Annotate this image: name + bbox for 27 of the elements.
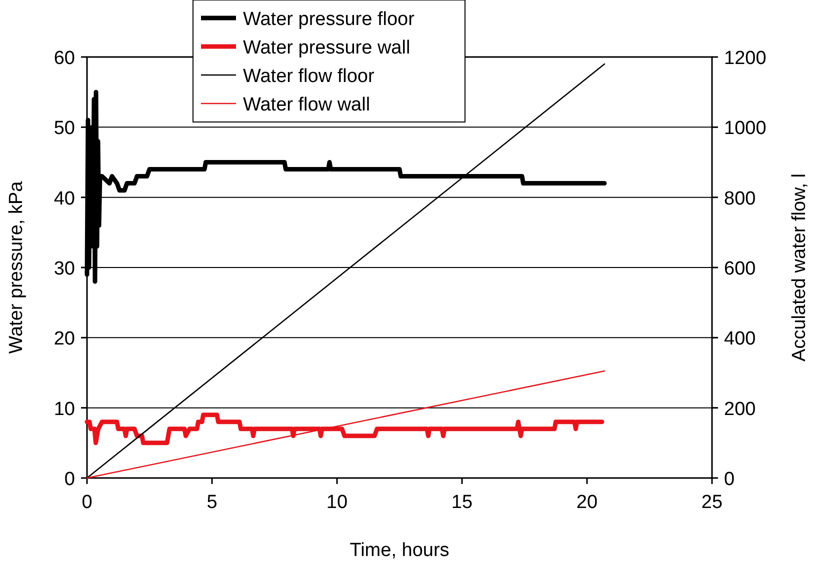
y-tick-label: 40 — [54, 188, 75, 210]
y-axis-title: Water pressure, kPa — [6, 180, 27, 354]
y2-tick-label: 600 — [724, 258, 756, 280]
x-axis-title: Time, hours — [350, 540, 450, 561]
y-tick-label: 0 — [64, 469, 75, 490]
y2-tick-label: 800 — [724, 188, 756, 210]
y-tick-label: 30 — [54, 258, 75, 280]
x-tick-label: 25 — [701, 492, 723, 513]
legend-label: Water pressure floor — [243, 9, 416, 30]
legend-label: Water pressure wall — [243, 38, 410, 58]
y-tick-label: 50 — [54, 118, 75, 140]
y2-tick-label: 1200 — [724, 48, 766, 69]
legend-label: Water flow floor — [243, 66, 375, 87]
x-tick-label: 10 — [326, 492, 348, 513]
legend-label: Water flow wall — [243, 94, 370, 116]
y2-tick-label: 1000 — [724, 118, 766, 140]
y-tick-label: 60 — [54, 48, 75, 69]
y2-axis-title: Acculated water flow, l — [789, 174, 810, 362]
y2-tick-label: 400 — [724, 328, 756, 350]
x-tick-label: 5 — [206, 492, 218, 513]
y-tick-label: 10 — [54, 398, 75, 420]
x-tick-label: 20 — [576, 492, 598, 513]
x-tick-label: 0 — [82, 492, 92, 513]
y2-tick-label: 0 — [724, 469, 735, 490]
x-tick-label: 15 — [451, 492, 473, 513]
y-tick-label: 20 — [54, 328, 75, 350]
y2-tick-label: 200 — [724, 398, 756, 420]
